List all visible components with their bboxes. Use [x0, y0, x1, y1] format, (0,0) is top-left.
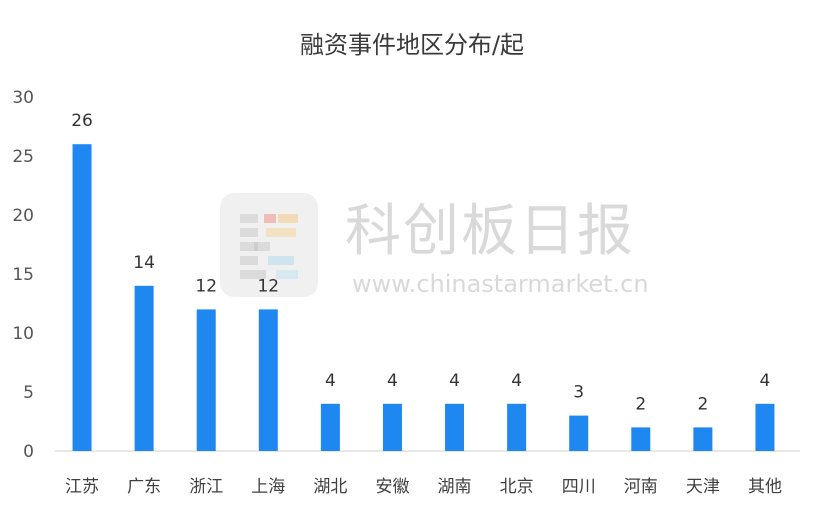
- x-tick-label: 湖北: [313, 477, 347, 497]
- watermark-logo-mark: [276, 270, 298, 279]
- x-tick-label: 四川: [562, 477, 596, 497]
- bar-0: [72, 144, 92, 451]
- bar-3: [258, 309, 278, 451]
- bar-8: [569, 415, 589, 451]
- watermark: 科创板日报 www.chinastarmarket.cn: [220, 193, 649, 298]
- bar-5: [382, 403, 402, 451]
- value-label: 14: [133, 253, 155, 273]
- value-label: 4: [511, 371, 522, 391]
- x-tick-label: 上海: [251, 477, 285, 497]
- x-tick-label: 浙江: [189, 477, 223, 497]
- value-label: 4: [760, 371, 771, 391]
- y-tick-label: 15: [12, 265, 34, 285]
- bar-9: [631, 427, 651, 451]
- y-axis-ticks: 0 5 10 15 20 25 30: [12, 88, 34, 462]
- value-label: 2: [635, 394, 646, 414]
- x-axis-labels: 江苏 广东 浙江 上海 湖北 安徽 湖南 北京 四川 河南 天津 其他: [65, 477, 782, 497]
- value-label: 2: [697, 394, 708, 414]
- bars: [72, 144, 775, 451]
- y-tick-label: 10: [12, 324, 34, 344]
- value-label: 3: [573, 383, 584, 403]
- value-label: 12: [195, 276, 217, 296]
- value-label: 26: [71, 111, 93, 131]
- watermark-logo-bg: [220, 193, 318, 297]
- x-tick-label: 湖南: [438, 477, 472, 497]
- y-tick-label: 25: [12, 147, 34, 167]
- x-tick-label: 广东: [127, 477, 161, 497]
- watermark-logo-mark: [240, 242, 258, 251]
- x-tick-label: 安徽: [375, 477, 409, 497]
- x-tick-label: 北京: [500, 477, 534, 497]
- value-label: 4: [449, 371, 460, 391]
- watermark-logo-mark: [240, 214, 258, 223]
- watermark-url: www.chinastarmarket.cn: [352, 270, 649, 298]
- watermark-logo-mark: [268, 256, 294, 265]
- value-labels: 26 14 12 12 4 4 4 4 3 2 2 4: [71, 111, 770, 414]
- watermark-text: 科创板日报: [345, 199, 635, 264]
- watermark-logo-mark: [254, 242, 270, 251]
- watermark-logo-mark: [264, 214, 276, 223]
- bar-2: [196, 309, 216, 451]
- value-label: 12: [257, 276, 279, 296]
- y-tick-label: 0: [23, 442, 34, 462]
- bar-6: [445, 403, 465, 451]
- x-tick-label: 江苏: [65, 477, 99, 497]
- bar-7: [507, 403, 527, 451]
- watermark-logo-mark: [266, 228, 296, 237]
- value-label: 4: [387, 371, 398, 391]
- x-tick-label: 其他: [748, 477, 782, 497]
- bar-10: [693, 427, 713, 451]
- bar-1: [134, 285, 154, 451]
- watermark-logo-mark: [240, 228, 258, 237]
- x-tick-label: 河南: [624, 477, 658, 497]
- y-tick-label: 30: [12, 88, 34, 108]
- watermark-logo-mark: [278, 214, 298, 223]
- y-tick-label: 20: [12, 206, 34, 226]
- watermark-logo-mark: [240, 270, 266, 279]
- bar-11: [755, 403, 775, 451]
- bar-4: [320, 403, 340, 451]
- watermark-logo-icon: [240, 214, 298, 279]
- chart-title: 融资事件地区分布/起: [300, 31, 524, 59]
- y-tick-label: 5: [23, 383, 34, 403]
- watermark-logo-mark: [240, 256, 258, 265]
- value-label: 4: [325, 371, 336, 391]
- x-tick-label: 天津: [686, 477, 720, 497]
